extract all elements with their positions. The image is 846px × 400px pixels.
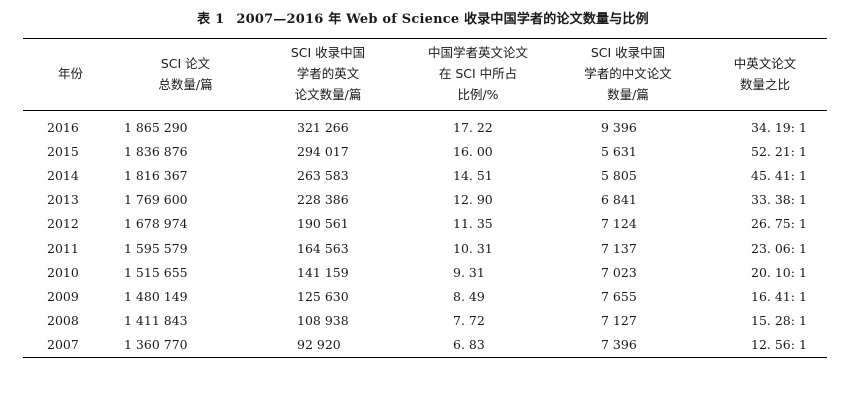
cell-sci-total: 1 816 367 bbox=[124, 167, 188, 183]
cell-chinese-papers: 7 127 bbox=[601, 313, 637, 329]
cell-year: 2011 bbox=[47, 240, 79, 256]
cell-year: 2012 bbox=[47, 216, 79, 232]
header-row: 年份 SCI 论文 总数量/篇 SCI 收录中国 学者的英文 论文数量/篇 中国… bbox=[23, 38, 827, 111]
cell-english-papers: 141 159 bbox=[297, 264, 349, 280]
cell-sci-total: 1 836 876 bbox=[124, 143, 188, 159]
col-header-en-zh-ratio: 中英文论文 数量之比 bbox=[733, 55, 797, 92]
col-header-sci-total: SCI 论文 总数量/篇 bbox=[158, 55, 213, 92]
cell-chinese-papers: 7 023 bbox=[601, 264, 637, 280]
cell-en-zh-ratio: 34. 19: 1 bbox=[751, 119, 807, 135]
cell-year: 2007 bbox=[47, 337, 79, 353]
cell-english-ratio: 6. 83 bbox=[453, 337, 485, 353]
table-title: 2007—2016 年 Web of Science 收录中国学者的论文数量与比… bbox=[236, 12, 649, 27]
table-row: 2009 1 480 149 125 630 8. 49 7 655 16. 41: 1 bbox=[23, 284, 827, 308]
cell-english-ratio: 8. 49 bbox=[453, 288, 485, 304]
cell-sci-total: 1 480 149 bbox=[124, 288, 188, 304]
cell-english-ratio: 16. 00 bbox=[453, 143, 493, 159]
cell-chinese-papers: 7 124 bbox=[601, 216, 637, 232]
cell-year: 2013 bbox=[47, 192, 79, 208]
cell-sci-total: 1 769 600 bbox=[124, 192, 188, 208]
cell-english-papers: 92 920 bbox=[297, 337, 341, 353]
cell-english-ratio: 10. 31 bbox=[453, 240, 493, 256]
col-header-english-papers: SCI 收录中国 学者的英文 论文数量/篇 bbox=[290, 45, 366, 102]
col-header-year: 年份 bbox=[57, 66, 83, 81]
col-header-english-ratio: 中国学者英文论文 在 SCI 中所占 比例/% bbox=[427, 45, 528, 102]
table-row: 2015 1 836 876 294 017 16. 00 5 631 52. 21: 1 bbox=[23, 139, 827, 163]
cell-english-ratio: 9. 31 bbox=[453, 264, 485, 280]
cell-sci-total: 1 411 843 bbox=[124, 313, 188, 329]
table-row: 2013 1 769 600 228 386 12. 90 6 841 33. 38: 1 bbox=[23, 188, 827, 212]
cell-en-zh-ratio: 23. 06: 1 bbox=[751, 240, 807, 256]
table-row: 2012 1 678 974 190 561 11. 35 7 124 26. 75: 1 bbox=[23, 212, 827, 236]
table-row: 2010 1 515 655 141 159 9. 31 7 023 20. 10: 1 bbox=[23, 260, 827, 284]
cell-english-ratio: 17. 22 bbox=[453, 119, 493, 135]
cell-en-zh-ratio: 20. 10: 1 bbox=[751, 264, 807, 280]
cell-chinese-papers: 5 631 bbox=[601, 143, 637, 159]
cell-year: 2014 bbox=[47, 167, 79, 183]
data-table: 年份 SCI 论文 总数量/篇 SCI 收录中国 学者的英文 论文数量/篇 中国… bbox=[23, 38, 827, 358]
table-body: 2016 1 865 290 321 266 17. 22 9 396 34. 19: 1… bbox=[23, 111, 827, 358]
cell-english-papers: 228 386 bbox=[297, 192, 349, 208]
cell-sci-total: 1 515 655 bbox=[124, 264, 188, 280]
cell-en-zh-ratio: 45. 41: 1 bbox=[751, 167, 807, 183]
cell-english-ratio: 11. 35 bbox=[453, 216, 493, 232]
cell-sci-total: 1 865 290 bbox=[124, 119, 188, 135]
cell-year: 2010 bbox=[47, 264, 79, 280]
col-header-chinese-papers: SCI 收录中国 学者的中文论文 数量/篇 bbox=[584, 45, 672, 102]
cell-en-zh-ratio: 33. 38: 1 bbox=[751, 192, 807, 208]
cell-year: 2008 bbox=[47, 313, 79, 329]
cell-chinese-papers: 7 655 bbox=[601, 288, 637, 304]
cell-year: 2015 bbox=[47, 143, 79, 159]
cell-year: 2009 bbox=[47, 288, 79, 304]
cell-en-zh-ratio: 15. 28: 1 bbox=[751, 313, 807, 329]
cell-english-papers: 108 938 bbox=[297, 313, 349, 329]
cell-english-papers: 294 017 bbox=[297, 143, 349, 159]
table-number: 表 1 bbox=[197, 12, 225, 27]
cell-chinese-papers: 5 805 bbox=[601, 167, 637, 183]
cell-english-ratio: 7. 72 bbox=[453, 313, 485, 329]
cell-year: 2016 bbox=[47, 119, 79, 135]
cell-english-ratio: 14. 51 bbox=[453, 167, 493, 183]
cell-sci-total: 1 360 770 bbox=[124, 337, 188, 353]
table-row: 2016 1 865 290 321 266 17. 22 9 396 34. 19: 1 bbox=[23, 111, 827, 140]
cell-chinese-papers: 6 841 bbox=[601, 192, 637, 208]
cell-english-papers: 321 266 bbox=[297, 119, 349, 135]
cell-en-zh-ratio: 26. 75: 1 bbox=[751, 216, 807, 232]
table-caption: 表 1 2007—2016 年 Web of Science 收录中国学者的论文数… bbox=[0, 8, 846, 27]
cell-english-papers: 263 583 bbox=[297, 167, 349, 183]
cell-english-papers: 190 561 bbox=[297, 216, 349, 232]
table-row: 2008 1 411 843 108 938 7. 72 7 127 15. 28: 1 bbox=[23, 309, 827, 333]
table-row: 2011 1 595 579 164 563 10. 31 7 137 23. 06: 1 bbox=[23, 236, 827, 260]
cell-chinese-papers: 7 137 bbox=[601, 240, 637, 256]
cell-chinese-papers: 9 396 bbox=[601, 119, 637, 135]
cell-en-zh-ratio: 16. 41: 1 bbox=[751, 288, 807, 304]
cell-sci-total: 1 595 579 bbox=[124, 240, 188, 256]
table-row: 2014 1 816 367 263 583 14. 51 5 805 45. 41: 1 bbox=[23, 163, 827, 187]
cell-en-zh-ratio: 52. 21: 1 bbox=[751, 143, 807, 159]
cell-sci-total: 1 678 974 bbox=[124, 216, 188, 232]
table-row: 2007 1 360 770 92 920 6. 83 7 396 12. 56: 1 bbox=[23, 333, 827, 358]
cell-english-papers: 125 630 bbox=[297, 288, 349, 304]
cell-english-ratio: 12. 90 bbox=[453, 192, 493, 208]
table-header: 年份 SCI 论文 总数量/篇 SCI 收录中国 学者的英文 论文数量/篇 中国… bbox=[23, 38, 827, 111]
cell-chinese-papers: 7 396 bbox=[601, 337, 637, 353]
cell-en-zh-ratio: 12. 56: 1 bbox=[751, 337, 807, 353]
cell-english-papers: 164 563 bbox=[297, 240, 349, 256]
